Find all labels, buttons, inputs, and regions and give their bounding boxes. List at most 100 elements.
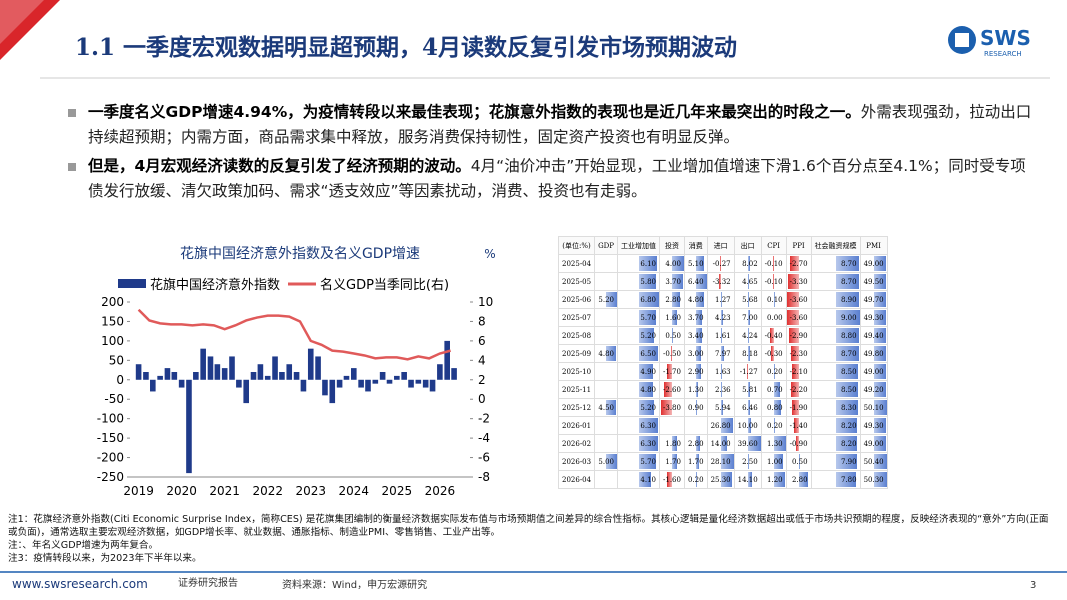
table-cell: [594, 308, 619, 327]
y2-tick-label: -4: [478, 431, 490, 445]
data-bar: [747, 310, 750, 325]
x-tick-label: 2021: [209, 484, 240, 498]
footer-source: 资料来源：Wind，申万宏源研究: [282, 578, 427, 591]
footer-site: www.swsresearch.com: [12, 577, 148, 591]
cell-text: -1.90: [789, 403, 808, 412]
bar: [236, 379, 242, 388]
cell-text: 3.40: [687, 331, 704, 340]
data-bar: [671, 256, 684, 271]
data-bar: [773, 382, 781, 397]
table-cell: 8.70: [810, 344, 861, 363]
table-cell: 2025-07: [557, 308, 596, 327]
table-cell: 4.90: [617, 362, 661, 381]
data-bar: [638, 364, 654, 379]
data-bar: [695, 292, 704, 307]
cell-text: 4.24: [742, 331, 758, 340]
bar: [221, 368, 228, 380]
data-bar: [720, 400, 724, 415]
cell-text: 1.27: [715, 295, 731, 304]
table-cell: 7.80: [810, 470, 861, 489]
table-cell: [594, 380, 619, 399]
data-bar: [720, 310, 723, 325]
table-cell: 49.40: [859, 326, 888, 345]
table-cell: 49.00: [859, 254, 888, 273]
table-cell: 2025-09: [557, 344, 596, 363]
cell-text: 6.40: [687, 277, 704, 286]
table-cell: 0.20: [760, 416, 787, 435]
table-cell: 8.30: [810, 398, 861, 417]
table-cell: 7.90: [810, 452, 861, 471]
cell-text: -3.60: [789, 313, 808, 322]
table-cell: 2026-03: [557, 452, 596, 471]
cell-text: 2025-08: [562, 331, 592, 340]
bar: [315, 356, 321, 380]
cell-text: 4.00: [665, 259, 681, 268]
y-tick-label: 150: [101, 314, 124, 328]
y-tick-label: 100: [101, 334, 124, 348]
bar: [444, 340, 450, 380]
table-cell: [594, 254, 619, 273]
table-cell: 1.60: [659, 308, 685, 327]
table-cell: 0.00: [760, 308, 787, 327]
cell-text: 5.81: [742, 385, 758, 394]
data-bar: [773, 454, 783, 469]
cell-text: 0.50: [665, 331, 681, 340]
cell-text: 1.00: [767, 457, 783, 466]
x-tick-label: 2023: [295, 484, 326, 498]
table-cell: 2025-04: [557, 254, 596, 273]
cell-text: -0.90: [789, 439, 808, 448]
cell-text: -0.10: [764, 277, 783, 286]
table-cell: 1.30: [760, 434, 787, 453]
cell-text: 2025-07: [562, 313, 592, 322]
table-cell: 49.80: [859, 344, 888, 363]
cell-text: 7.97: [715, 349, 731, 358]
cell-text: 8.02: [742, 259, 758, 268]
x-tick-label: 2026: [425, 484, 456, 498]
data-bar: [791, 364, 799, 379]
data-bar: [606, 292, 617, 307]
cell-text: 3.70: [665, 277, 681, 286]
table-cell: 3.70: [659, 272, 685, 291]
footer-label: 证券研究报告: [178, 576, 238, 589]
cell-text: 8.30: [840, 403, 857, 412]
cell-text: 2025-04: [562, 259, 592, 268]
bullet: 但是，4月宏观经济读数的反复引发了经济预期的波动。4月“油价冲击”开始显现，工业…: [68, 154, 1038, 204]
cell-text: 0.20: [767, 367, 783, 376]
table-cell: 5.20: [617, 398, 661, 417]
data-bar: [695, 436, 701, 451]
table-cell: 5.00: [594, 452, 619, 471]
cell-text: 9.00: [840, 313, 857, 322]
bar: [307, 348, 314, 380]
data-bar: [773, 418, 776, 433]
table-cell: 26.80: [706, 416, 735, 435]
y-tick-label: -50: [104, 392, 124, 406]
y-tick-label: 200: [101, 295, 124, 309]
bullet-text: 4月“油价冲击”开始显现，工业增加值增速下滑1.6个百分点至4.1%；同时受专项…: [88, 157, 1026, 200]
x-tick-label: 2020: [166, 484, 197, 498]
cell-text: 49.30: [863, 313, 884, 322]
data-bar: [720, 436, 728, 451]
cell-text: 5.94: [715, 403, 731, 412]
bar: [207, 356, 214, 380]
cell-text: 5.20: [640, 403, 657, 412]
table-cell: 25.30: [706, 470, 735, 489]
header-cell: 社会融资规模: [810, 236, 861, 255]
table-cell: -3.60: [785, 308, 812, 327]
data-bar: [772, 274, 774, 289]
table-row: 2025-12 4.50 5.20 -3.80 0.90 5.94 6.46 0.80 -1.9…: [557, 398, 888, 417]
data-bar: [720, 472, 733, 487]
bar: [200, 348, 206, 380]
table-cell: 6.46: [733, 398, 762, 417]
data-bar: [638, 292, 660, 307]
data-bar: [873, 328, 887, 343]
corner-light: [0, 0, 44, 44]
bar: [386, 379, 393, 384]
corner: [0, 0, 60, 60]
table-cell: 8.20: [810, 434, 861, 453]
cell-text: 2.80: [791, 475, 808, 484]
data-bar: [695, 274, 707, 289]
data-bar: [788, 328, 799, 343]
logo-square: [955, 33, 969, 47]
logo: SWS: [980, 26, 1031, 50]
cell-text: 28.10: [710, 457, 731, 466]
